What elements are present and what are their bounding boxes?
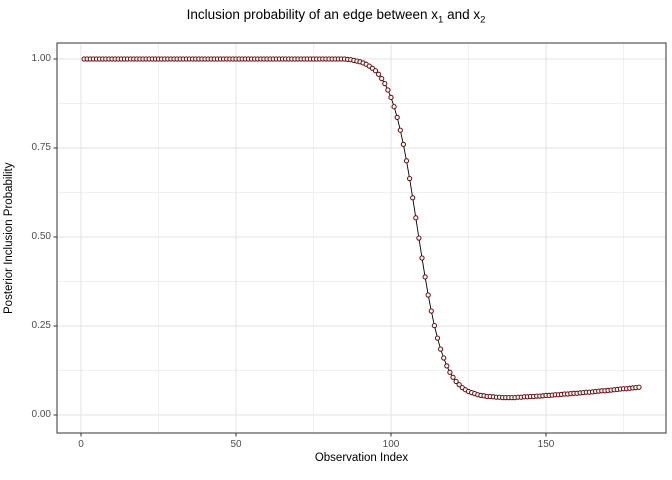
data-point <box>434 335 441 341</box>
data-point <box>397 127 403 133</box>
data-point <box>394 114 400 121</box>
data-point <box>382 80 388 87</box>
data-point <box>391 104 397 110</box>
data-point <box>450 374 456 380</box>
data-point <box>437 346 444 352</box>
data-point <box>444 363 450 369</box>
data-point <box>456 382 462 388</box>
data-point <box>388 94 394 101</box>
data-point <box>410 195 416 201</box>
data-point <box>406 175 413 182</box>
data-point <box>379 75 385 82</box>
data-point <box>453 378 459 385</box>
data-point <box>400 141 407 148</box>
y-tick-label: 0.75 <box>31 142 51 153</box>
x-tick-label: 0 <box>78 439 84 450</box>
data-point <box>441 355 447 361</box>
data-point <box>431 322 438 329</box>
x-tick-label: 150 <box>537 439 555 450</box>
data-point <box>422 274 428 280</box>
data-point <box>372 68 379 74</box>
plot-title: Inclusion probability of an edge between… <box>0 7 672 26</box>
panel-border <box>56 42 667 434</box>
data-point <box>636 384 642 390</box>
x-tick-label: 100 <box>382 439 400 450</box>
plot-title-subscript-1: 1 <box>438 14 444 26</box>
data-point <box>447 369 453 375</box>
data-point <box>385 87 391 93</box>
plot-title-subscript-2: 2 <box>480 14 486 26</box>
data-point <box>419 255 425 261</box>
data-point <box>375 71 382 77</box>
y-tick-label: 1.00 <box>31 53 51 64</box>
series-line <box>84 58 640 399</box>
data-point <box>425 292 431 298</box>
y-tick-label: 0.00 <box>31 409 51 420</box>
plot-title-text-mid: and x <box>443 7 481 22</box>
y-tick-label: 0.50 <box>31 231 51 242</box>
data-point <box>428 308 434 314</box>
y-tick-label: 0.25 <box>31 320 51 331</box>
x-axis-title: Observation Index <box>314 452 409 464</box>
data-point <box>413 215 419 221</box>
data-point <box>416 235 422 241</box>
data-point <box>403 158 410 164</box>
plot-title-text: Inclusion probability of an edge between… <box>186 7 439 22</box>
x-tick-label: 50 <box>230 439 242 450</box>
